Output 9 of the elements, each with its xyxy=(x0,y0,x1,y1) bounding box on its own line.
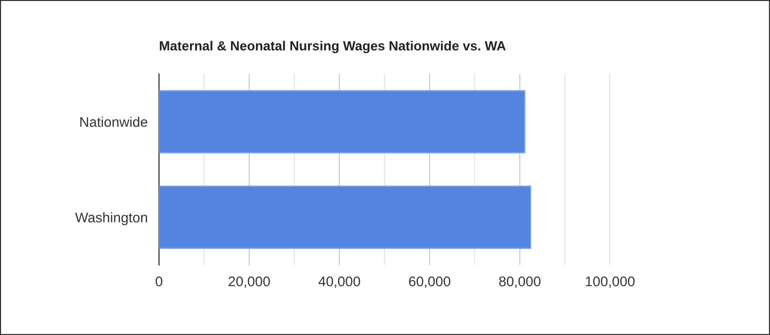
y-tick-label: Washington xyxy=(75,212,147,226)
chart-title: Maternal & Neonatal Nursing Wages Nationwide vs. WA xyxy=(160,40,506,54)
x-tick-label: 0 xyxy=(156,276,162,286)
x-tick-label: 60,000 xyxy=(409,276,450,288)
x-tick-label: 20,000 xyxy=(228,276,270,288)
x-tick-label: 100,000 xyxy=(586,276,635,288)
y-tick-label: Nationwide xyxy=(80,116,148,127)
x-tick-label: 40,000 xyxy=(318,276,360,288)
x-tick-label: 80,000 xyxy=(499,276,540,288)
